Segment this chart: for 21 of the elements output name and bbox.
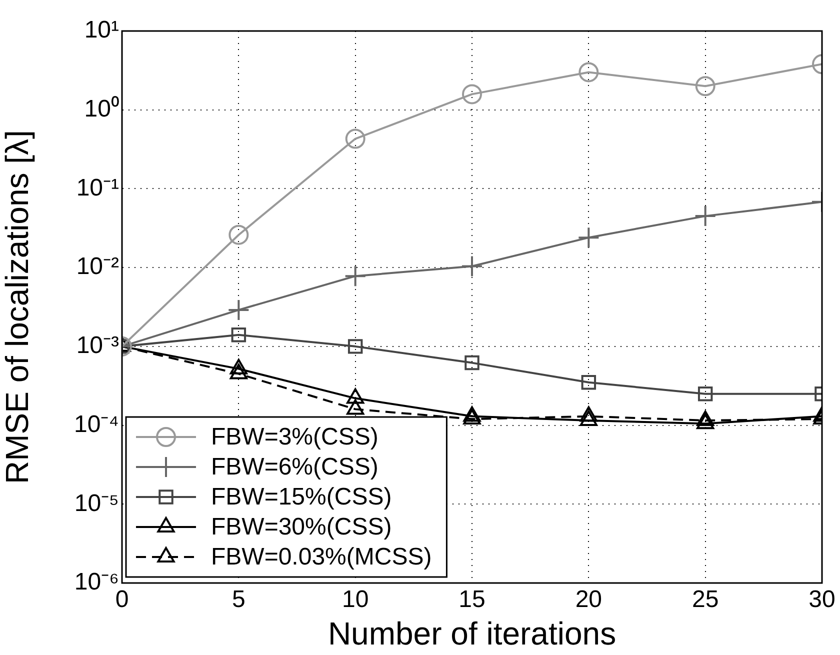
x-tick-label: 15 xyxy=(458,586,486,614)
x-tick-label: 30 xyxy=(808,586,836,614)
x-tick-label: 5 xyxy=(232,586,246,614)
legend-label: FBW=3%(CSS) xyxy=(211,424,378,451)
legend-label: FBW=30%(CSS) xyxy=(211,514,392,541)
y-tick-label: 10⁻⁵ xyxy=(74,490,119,517)
legend-label: FBW=6%(CSS) xyxy=(211,454,378,481)
y-tick-label: 10⁻¹ xyxy=(76,174,120,202)
x-axis-title: Number of iterations xyxy=(328,616,616,652)
legend-label: FBW=0.03%(MCSS) xyxy=(211,544,432,571)
y-tick-label: 10⁻³ xyxy=(76,332,120,360)
y-tick-label: 10⁰ xyxy=(84,95,119,122)
y-axis-title: RMSE of localizations [λ] xyxy=(0,130,36,484)
x-tick-label: 0 xyxy=(115,586,129,614)
legend-label: FBW=15%(CSS) xyxy=(211,484,392,511)
x-tick-label: 25 xyxy=(692,586,719,614)
x-tick-label: 20 xyxy=(575,586,602,614)
x-tick-label: 10 xyxy=(342,586,369,614)
y-tick-label: 10⁻² xyxy=(76,253,120,280)
y-tick-label: 10¹ xyxy=(84,16,120,44)
y-tick-label: 10⁻⁴ xyxy=(74,410,119,438)
